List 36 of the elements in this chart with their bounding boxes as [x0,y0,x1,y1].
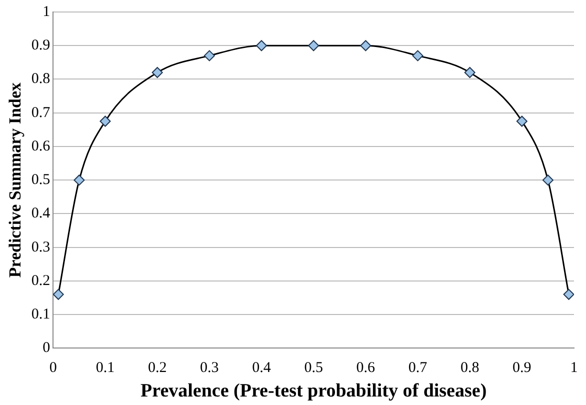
y-tick-label: 0.1 [31,306,50,323]
point [308,40,320,52]
y-tick-label: 0.7 [31,104,51,121]
point [464,67,476,78]
point [412,50,424,62]
point [100,116,111,127]
y-tick-label: 0.6 [31,138,51,154]
x-tick-label: 0.6 [356,360,376,376]
point [360,40,372,52]
x-tick-label: 0.2 [148,360,167,376]
x-axis-title: Prevalence (Pre-test probability of disease) [140,380,487,402]
point [53,288,64,300]
y-tick-label: 0.5 [31,172,50,188]
x-tick-label: 0.3 [200,360,219,376]
y-tick-label: 0.2 [31,272,50,289]
y-tick-label: 0.4 [31,206,51,222]
x-tick-label: 1 [570,360,578,376]
point [152,67,163,78]
y-tick-label: 0.8 [31,71,50,88]
y-tick-label: 0.3 [31,239,50,256]
x-tick-label: 0.9 [512,360,532,376]
point [563,288,574,300]
point [542,174,554,186]
y-tick-label: 1 [42,4,50,20]
x-tick-label: 0.8 [460,360,480,376]
point [256,40,267,52]
point [204,50,215,62]
y-tick-label: 0.9 [31,38,50,54]
x-tick-label: 0.5 [304,360,323,376]
y-tick-label: 0 [42,340,50,356]
point [74,174,85,186]
point [516,116,528,127]
x-tick-label: 0.4 [252,360,272,376]
x-tick-label: 0.7 [408,360,428,376]
y-axis-title: Predictive Summary Index [6,82,25,278]
x-tick-label: 0.1 [96,360,115,376]
